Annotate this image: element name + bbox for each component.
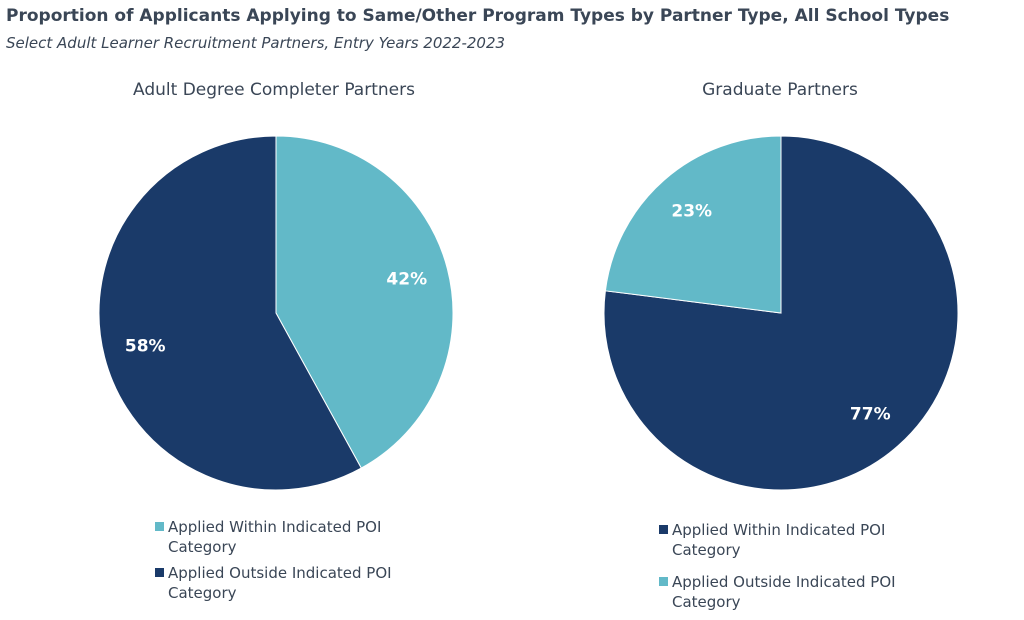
legend-swatch-outside [659,577,668,586]
slice-applied-outside [604,135,782,314]
chart-title-adult: Adult Degree Completer Partners [133,80,415,100]
legend-swatch-within [155,522,164,531]
chart-title-graduate: Graduate Partners [702,80,858,100]
legend-swatch-outside [155,568,164,577]
legend-adult: Applied Within Indicated POI Category Ap… [155,517,408,603]
legend-label-within: Applied Within Indicated POI Category [168,518,382,556]
legend-swatch-within [659,525,668,534]
data-label-applied-outside: 58% [125,337,166,357]
legend-label-within: Applied Within Indicated POI Category [672,521,886,559]
data-label-applied-within: 77% [850,404,891,424]
legend-label-outside: Applied Outside Indicated POI Category [168,564,392,602]
data-label-applied-within: 42% [386,269,427,289]
legend-item-within: Applied Within Indicated POI Category [659,520,912,560]
slice-applied-outside [98,135,362,491]
legend-item-within: Applied Within Indicated POI Category [155,517,408,557]
slice-applied-within [603,135,959,491]
pie-chart-graduate: 77% 23% [603,135,959,491]
legend-item-outside: Applied Outside Indicated POI Category [659,572,912,612]
page-title: Proportion of Applicants Applying to Sam… [6,6,950,26]
page-subtitle: Select Adult Learner Recruitment Partner… [6,34,506,52]
legend-item-outside: Applied Outside Indicated POI Category [155,563,408,603]
pie-chart-adult: 42% 58% [98,135,454,491]
legend-label-outside: Applied Outside Indicated POI Category [672,573,896,611]
legend-graduate: Applied Within Indicated POI Category Ap… [659,520,912,612]
data-label-applied-outside: 23% [671,202,712,222]
slice-applied-within [275,135,454,469]
